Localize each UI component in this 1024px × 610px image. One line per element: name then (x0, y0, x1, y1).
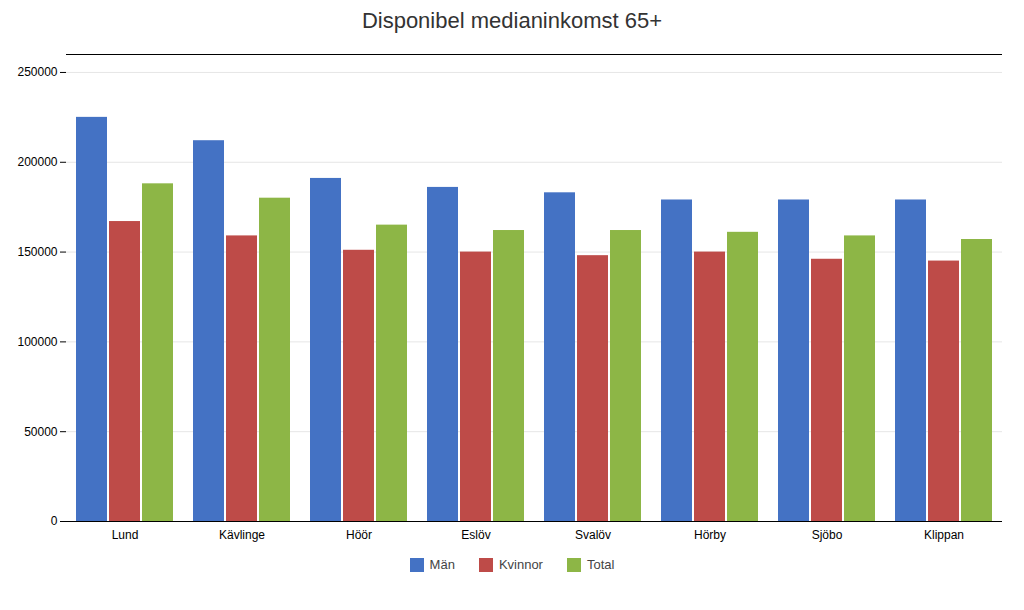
svg-text:100000: 100000 (17, 335, 57, 349)
svg-text:150000: 150000 (17, 245, 57, 259)
html-text:Män: Män (429, 557, 455, 572)
svg-text:Kävlinge: Kävlinge (219, 528, 265, 542)
svg-text:50000: 50000 (24, 425, 58, 439)
svg-text:Eslöv: Eslöv (461, 528, 490, 542)
svg-text:250000: 250000 (17, 65, 57, 79)
html-text:Disponibel medianinkomst 65+: Disponibel medianinkomst 65+ (361, 8, 663, 33)
svg-text:Hörby: Hörby (694, 528, 726, 542)
svg-text:200000: 200000 (17, 155, 57, 169)
svg-text:0: 0 (51, 514, 58, 528)
svg-text:Lund: Lund (112, 528, 139, 542)
svg-text:Höör: Höör (346, 528, 372, 542)
svg-text:Svalöv: Svalöv (575, 528, 611, 542)
html-text:Kvinnor: Kvinnor (498, 557, 543, 572)
svg-text:Klippan: Klippan (924, 528, 964, 542)
svg-text:Sjöbo: Sjöbo (812, 528, 843, 542)
html-text:Total: Total (587, 557, 615, 572)
